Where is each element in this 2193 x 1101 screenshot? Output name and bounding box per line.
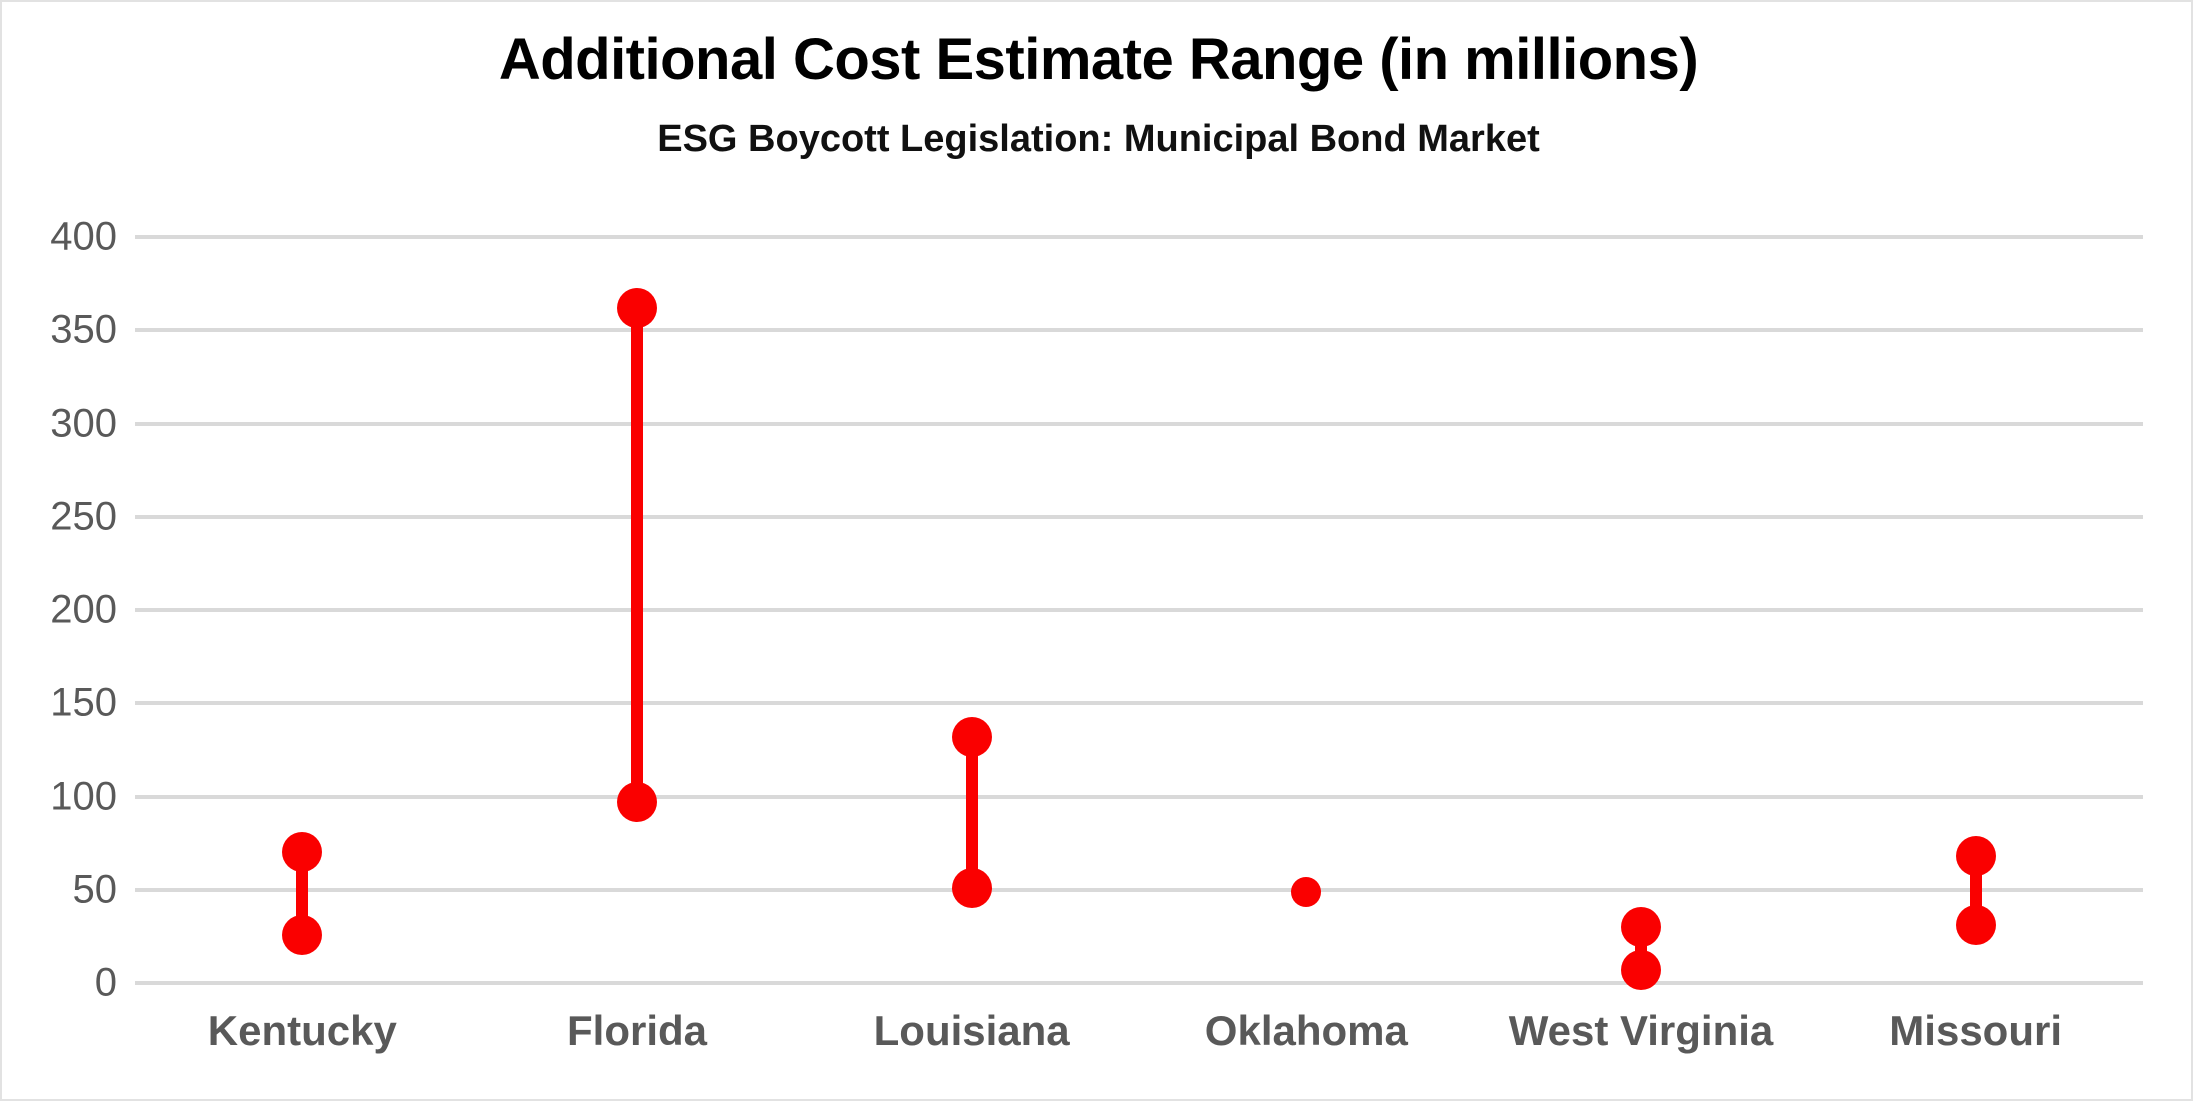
y-tick-label: 0: [94, 960, 117, 1005]
gridline: [135, 421, 2143, 426]
chart-subtitle: ESG Boycott Legislation: Municipal Bond …: [657, 118, 1540, 160]
y-axis-labels: 0 50 100 150 200 250 300 350 400: [2, 215, 118, 1005]
gridline: [135, 235, 2143, 239]
range-dot-low[interactable]: [1955, 905, 1996, 946]
plot-area: [135, 235, 2143, 990]
range-connector: [631, 307, 643, 803]
gridline: [135, 794, 2143, 799]
gridline: [135, 608, 2143, 612]
x-tick-label: Louisiana: [873, 1007, 1070, 1054]
range-dot-high[interactable]: [617, 287, 657, 328]
range-connector: [965, 736, 978, 888]
x-axis-labels: Kentucky Florida Louisiana Oklahoma West Vir…: [135, 1007, 2143, 1067]
range-dot-high[interactable]: [1291, 876, 1322, 907]
range-dot-low[interactable]: [617, 782, 657, 823]
gridline: [135, 514, 2143, 519]
range-dot-high[interactable]: [1955, 836, 1996, 877]
y-tick-label: 200: [50, 587, 117, 632]
y-tick-label: 350: [50, 307, 117, 352]
gridline: [135, 701, 2143, 706]
range-dot-high[interactable]: [282, 832, 323, 873]
x-tick-label: Florida: [566, 1007, 708, 1054]
x-tick-label: Kentucky: [207, 1007, 397, 1054]
x-tick-label: Oklahoma: [1204, 1007, 1408, 1054]
y-tick-label: 400: [50, 214, 117, 259]
gridline: [135, 887, 2143, 892]
page-title: Additional Cost Estimate Range (in milli…: [498, 27, 1699, 92]
range-dot-low[interactable]: [1621, 949, 1661, 990]
y-tick-label: 50: [72, 867, 118, 912]
y-tick-label: 300: [50, 401, 117, 445]
range-dot-high[interactable]: [1621, 907, 1661, 948]
range-dot-high[interactable]: [951, 716, 992, 757]
y-tick-label: 250: [50, 494, 117, 539]
gridline: [135, 328, 2143, 333]
range-connector: [296, 852, 309, 935]
y-tick-label: 150: [50, 680, 117, 725]
y-tick-label: 100: [50, 774, 117, 818]
range-dot-low[interactable]: [951, 867, 992, 908]
gridline: [135, 981, 2143, 985]
range-dot-low[interactable]: [282, 914, 323, 955]
x-tick-label: West Virginia: [1508, 1007, 1774, 1054]
x-tick-label: Missouri: [1889, 1007, 2063, 1054]
